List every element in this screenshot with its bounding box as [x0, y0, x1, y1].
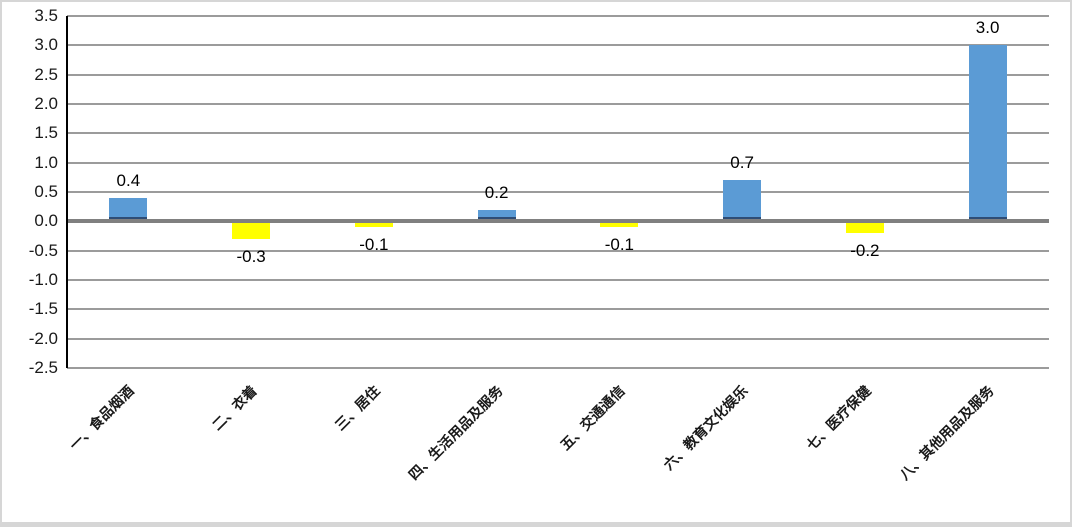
grid-line [67, 191, 1049, 193]
x-axis-label: 二、衣着 [208, 382, 260, 434]
data-label: -0.1 [604, 235, 635, 255]
x-axis-label: 六、教育文化娱乐 [660, 382, 751, 473]
x-axis-label: 五、交通通信 [557, 382, 629, 454]
y-tick-label: 1.5 [34, 123, 58, 143]
y-tick-label: 0.5 [34, 182, 58, 201]
grid-line [67, 132, 1049, 135]
grid-line [67, 279, 1049, 281]
y-tick-label: -2.5 [28, 358, 58, 377]
grid-line [67, 308, 1049, 311]
bar [600, 223, 639, 228]
data-label: 3.0 [975, 18, 1000, 38]
y-tick-label: -2.0 [28, 328, 58, 348]
data-label: 0.2 [484, 182, 509, 202]
y-tick-label: 2.0 [34, 94, 58, 113]
zero-line [67, 219, 1049, 224]
grid-line [67, 161, 1049, 164]
grid-line [67, 15, 1049, 17]
x-axis-label: 七、医疗保健 [802, 382, 874, 454]
grid-line [67, 44, 1049, 47]
y-tick-label: 3.0 [34, 35, 58, 55]
grid-line [67, 103, 1049, 105]
y-tick-label: -1.0 [28, 270, 58, 289]
bar [354, 223, 393, 228]
bar [109, 197, 148, 220]
data-label: 0.7 [730, 153, 754, 173]
x-axis-label: 八、其他用品及服务 [895, 382, 997, 483]
data-label: 0.4 [116, 170, 141, 190]
y-tick-label: 2.5 [34, 64, 58, 84]
y-tick-label: 1.0 [34, 152, 58, 172]
data-label: -0.2 [850, 241, 880, 261]
x-axis-label: 三、居住 [331, 382, 383, 434]
data-label: -0.1 [359, 235, 389, 255]
y-axis-line [66, 16, 68, 368]
x-axis-label: 四、生活用品及服务 [404, 382, 506, 483]
data-label: -0.3 [236, 246, 266, 266]
grid-line [67, 367, 1049, 369]
grid-line [67, 249, 1049, 252]
bar [845, 223, 884, 234]
grid-line [67, 73, 1049, 76]
x-axis-label: 一、食品烟酒 [66, 382, 138, 454]
bar [723, 180, 762, 220]
bar [968, 45, 1007, 220]
grid-line [67, 337, 1049, 340]
y-tick-label: -0.5 [28, 240, 58, 260]
bar [232, 223, 271, 239]
bar [477, 209, 516, 220]
y-tick-label: -1.5 [28, 299, 58, 319]
y-tick-label: 0.0 [34, 211, 58, 231]
y-tick-label: 3.5 [34, 6, 58, 25]
